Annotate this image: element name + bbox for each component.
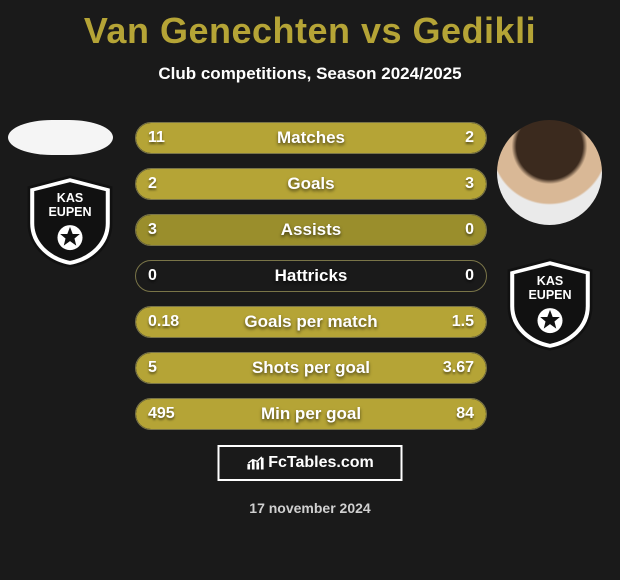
stat-value-right: 1.5 bbox=[452, 313, 474, 331]
stat-fill-right bbox=[433, 123, 486, 153]
subtitle: Club competitions, Season 2024/2025 bbox=[0, 64, 620, 84]
stat-value-left: 0 bbox=[148, 267, 157, 285]
stat-value-right: 84 bbox=[456, 405, 474, 423]
stat-value-right: 3 bbox=[465, 175, 474, 193]
svg-text:KAS: KAS bbox=[57, 191, 83, 205]
stat-label: Assists bbox=[281, 220, 341, 240]
stat-value-right: 3.67 bbox=[443, 359, 474, 377]
player-right-avatar bbox=[497, 120, 602, 225]
stat-value-left: 11 bbox=[148, 129, 165, 147]
stat-value-left: 0.18 bbox=[148, 313, 179, 331]
date-text: 17 november 2024 bbox=[249, 500, 370, 516]
stat-label: Shots per goal bbox=[252, 358, 370, 378]
stat-row: 0.18 1.5 Goals per match bbox=[135, 306, 487, 338]
stat-row: 3 0 Assists bbox=[135, 214, 487, 246]
stat-row: 0 0 Hattricks bbox=[135, 260, 487, 292]
brand-text: FcTables.com bbox=[268, 454, 374, 472]
stat-value-left: 495 bbox=[148, 405, 175, 423]
stat-value-right: 0 bbox=[465, 221, 474, 239]
stat-row: 11 2 Matches bbox=[135, 122, 487, 154]
svg-text:KAS: KAS bbox=[537, 274, 563, 288]
stat-row: 5 3.67 Shots per goal bbox=[135, 352, 487, 384]
stat-fill-left bbox=[136, 169, 277, 199]
stat-row: 2 3 Goals bbox=[135, 168, 487, 200]
stat-value-left: 5 bbox=[148, 359, 157, 377]
stat-label: Goals bbox=[287, 174, 334, 194]
player-left-avatar bbox=[8, 120, 113, 155]
stat-label: Matches bbox=[277, 128, 345, 148]
stat-row: 495 84 Min per goal bbox=[135, 398, 487, 430]
stat-value-left: 3 bbox=[148, 221, 157, 239]
stat-value-left: 2 bbox=[148, 175, 157, 193]
svg-text:EUPEN: EUPEN bbox=[48, 205, 91, 219]
stats-list: 11 2 Matches 2 3 Goals 3 0 Assists 0 0 Hattricks 0.1… bbox=[135, 122, 487, 444]
stat-label: Hattricks bbox=[275, 266, 348, 286]
club-badge-left: KAS EUPEN bbox=[25, 175, 115, 268]
chart-icon bbox=[246, 456, 264, 470]
stat-value-right: 0 bbox=[465, 267, 474, 285]
stat-label: Min per goal bbox=[261, 404, 361, 424]
page-title: Van Genechten vs Gedikli bbox=[0, 0, 620, 52]
stat-label: Goals per match bbox=[244, 312, 377, 332]
stat-value-right: 2 bbox=[465, 129, 474, 147]
brand-link[interactable]: FcTables.com bbox=[218, 445, 403, 481]
club-badge-right: KAS EUPEN bbox=[505, 258, 595, 351]
svg-text:EUPEN: EUPEN bbox=[528, 288, 571, 302]
